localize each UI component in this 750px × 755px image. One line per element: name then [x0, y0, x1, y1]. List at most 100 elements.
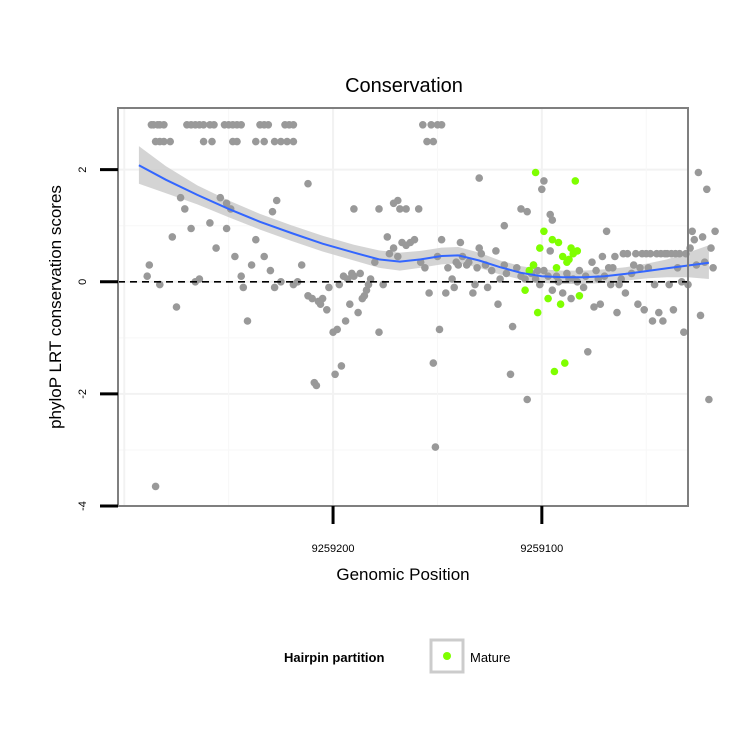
data-point-other: [323, 306, 331, 314]
data-point-other: [709, 264, 717, 272]
data-point-other: [588, 258, 596, 267]
data-point-other: [187, 224, 195, 233]
data-point-other: [260, 252, 269, 261]
data-point-other: [160, 121, 168, 129]
data-point-other: [575, 266, 584, 275]
data-point-other: [596, 300, 605, 309]
data-point-other: [166, 137, 174, 146]
data-point-other: [456, 238, 465, 247]
data-point-other: [437, 121, 446, 129]
data-point-mature: [571, 177, 580, 185]
data-point-other: [465, 258, 473, 267]
data-point-other: [419, 121, 427, 129]
data-point-other: [394, 252, 402, 261]
data-point-other: [233, 137, 241, 146]
data-point-other: [270, 137, 279, 146]
y-tick-label: 0: [77, 279, 89, 285]
data-point-mature: [575, 292, 584, 300]
data-point-other: [231, 252, 239, 261]
data-point-other: [584, 348, 592, 356]
data-point-other: [260, 137, 269, 146]
x-axis-title: Genomic Position: [336, 565, 469, 584]
data-point-other: [389, 244, 398, 252]
data-point-other: [506, 370, 515, 379]
data-point-mature: [529, 261, 538, 269]
data-point-other: [356, 269, 365, 278]
data-point-other: [558, 289, 567, 297]
data-point-other: [634, 300, 642, 309]
data-point-other: [168, 233, 177, 241]
data-point-other: [160, 137, 168, 146]
data-point-other: [623, 249, 632, 258]
data-point-other: [523, 395, 531, 404]
data-point-other: [696, 311, 705, 320]
data-point-other: [266, 266, 275, 275]
data-point-other: [540, 266, 548, 275]
data-point-other: [609, 264, 617, 272]
data-point-other: [533, 266, 542, 275]
data-point-other: [272, 196, 281, 205]
legend-key-mature: [443, 652, 451, 660]
data-point-other: [318, 294, 327, 303]
data-point-other: [277, 137, 285, 146]
data-point-other: [632, 249, 640, 258]
y-axis-title: phyloP LRT conservation scores: [46, 185, 65, 429]
data-point-other: [548, 216, 557, 224]
data-point-other: [711, 227, 719, 236]
data-point-other: [500, 221, 509, 230]
data-point-other: [216, 193, 225, 202]
data-point-other: [346, 300, 354, 309]
data-point-mature: [521, 286, 529, 295]
data-point-other: [252, 137, 260, 146]
y-tick-label: -4: [77, 501, 89, 511]
data-point-other: [383, 233, 392, 241]
data-point-other: [703, 185, 711, 194]
data-point-other: [385, 249, 394, 258]
data-point-other: [366, 275, 375, 283]
data-point-other: [546, 247, 554, 255]
data-point-other: [655, 308, 663, 317]
data-point-other: [613, 308, 621, 317]
data-point-other: [145, 261, 154, 269]
data-point-other: [437, 235, 446, 244]
data-point-other: [444, 264, 452, 272]
data-point-other: [648, 317, 657, 325]
data-point-other: [396, 205, 404, 213]
data-point-other: [513, 264, 521, 272]
data-point-other: [293, 278, 302, 286]
data-point-other: [247, 261, 256, 269]
data-point-other: [469, 289, 477, 297]
data-point-other: [705, 395, 713, 404]
data-point-mature: [552, 264, 561, 272]
data-point-other: [650, 280, 659, 289]
smooth-line: [138, 164, 710, 279]
data-point-other: [208, 137, 216, 146]
data-point-other: [199, 121, 208, 129]
data-point-other: [206, 219, 214, 227]
data-point-other: [640, 306, 648, 314]
data-point-other: [629, 261, 638, 269]
data-point-other: [354, 308, 362, 317]
grid-lines: [118, 108, 688, 507]
data-point-other: [414, 205, 423, 213]
data-point-other: [521, 275, 529, 283]
legend-title: Hairpin partition: [284, 650, 384, 665]
smooth-line-layer: [118, 164, 710, 283]
data-point-mature: [536, 244, 544, 252]
data-point-other: [496, 275, 504, 283]
data-point-other: [471, 280, 479, 289]
data-point-other: [621, 289, 630, 297]
data-point-other: [210, 121, 218, 129]
data-point-mature: [550, 367, 559, 376]
data-point-other: [483, 283, 492, 292]
data-point-other: [602, 227, 611, 236]
data-point-other: [429, 137, 438, 146]
data-point-other: [475, 174, 484, 182]
data-point-other: [523, 207, 531, 216]
data-point-other: [450, 283, 459, 292]
data-point-other: [442, 289, 450, 297]
data-point-other: [448, 275, 456, 283]
data-point-other: [312, 381, 321, 390]
data-point-mature: [548, 235, 557, 244]
